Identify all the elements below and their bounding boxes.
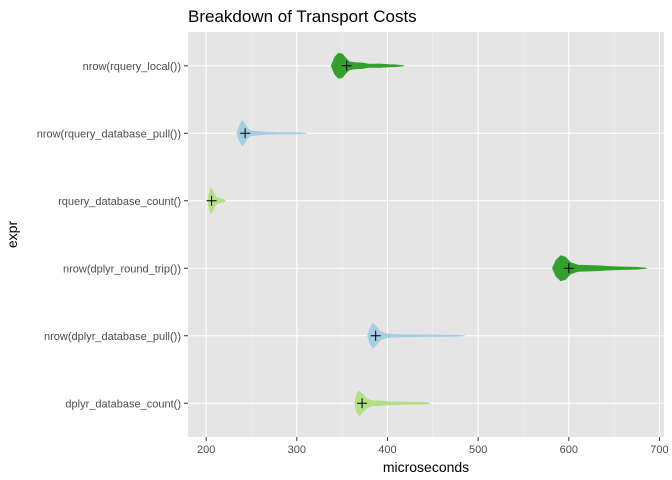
y-tick-label: dplyr_database_count()	[65, 398, 181, 410]
mean-marker	[240, 128, 251, 139]
x-tick-label: 600	[560, 444, 578, 456]
x-axis-title: microseconds	[383, 459, 469, 475]
x-tick-label: 700	[650, 444, 668, 456]
violin	[330, 52, 405, 79]
x-tick-label: 200	[197, 444, 215, 456]
y-tick-label: nrow(rquery_database_pull())	[37, 128, 181, 140]
violin	[367, 322, 465, 349]
mean-marker	[206, 195, 217, 206]
y-tick-label: nrow(dplyr_database_pull())	[44, 331, 181, 343]
y-tick-label: rquery_database_count()	[58, 196, 181, 208]
y-axis: nrow(rquery_local()) nrow(rquery_database…	[37, 61, 188, 410]
mean-marker	[370, 330, 381, 341]
mean-marker	[563, 263, 574, 274]
violin	[236, 120, 308, 147]
y-axis-title: expr	[4, 221, 20, 249]
x-tick-label: 300	[288, 444, 306, 456]
mean-marker	[357, 398, 368, 409]
x-tick-label: 500	[469, 444, 487, 456]
x-axis: 200 300 400 500 600 700	[197, 437, 669, 456]
mean-marker	[341, 60, 352, 71]
chart-title: Breakdown of Transport Costs	[188, 7, 417, 26]
y-tick-label: nrow(rquery_local())	[83, 61, 181, 73]
y-tick-label: nrow(dplyr_round_trip())	[63, 263, 181, 275]
plot-panel	[188, 32, 664, 437]
mean-markers	[206, 60, 574, 409]
violins	[207, 52, 648, 417]
violin	[354, 390, 431, 417]
x-tick-label: 400	[378, 444, 396, 456]
violin	[552, 255, 648, 282]
